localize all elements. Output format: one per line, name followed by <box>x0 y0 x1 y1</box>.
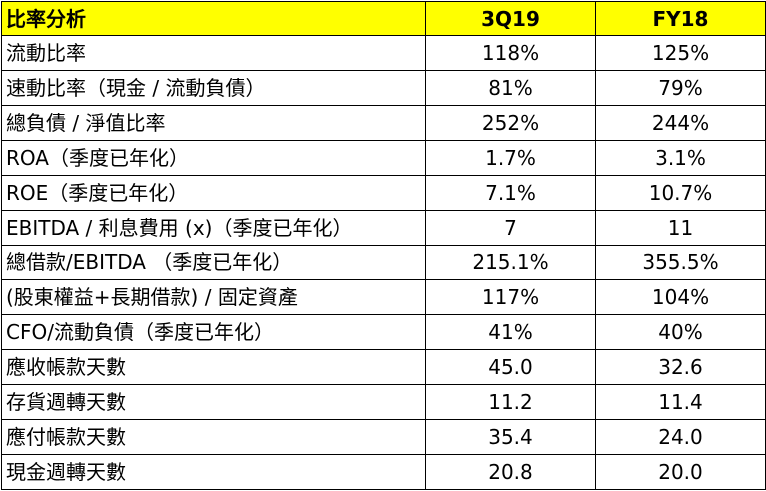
row-label-cell: 總借款/EBITDA （季度已年化） <box>1 244 426 281</box>
row-3q19-cell: 7.1% <box>425 174 596 211</box>
table-row: 速動比率（現金 / 流動負債） 81% 79% <box>1 69 766 106</box>
row-3q19-cell: 7 <box>425 209 596 246</box>
row-3q19-cell: 1.7% <box>425 139 596 176</box>
row-3q19-cell: 11.2 <box>425 384 596 421</box>
row-label-cell: ROE（季度已年化） <box>1 174 426 211</box>
table-row: (股東權益+長期借款) / 固定資產 117% 104% <box>1 279 766 316</box>
row-3q19-cell: 117% <box>425 279 596 316</box>
header-3q19-cell: 3Q19 <box>425 1 596 36</box>
header-fy18-cell: FY18 <box>595 1 766 36</box>
row-3q19-cell: 215.1% <box>425 244 596 281</box>
row-label-cell: 應收帳款天數 <box>1 349 426 386</box>
table-row: ROA（季度已年化） 1.7% 3.1% <box>1 139 766 176</box>
row-label-cell: 流動比率 <box>1 35 426 71</box>
table-row: 存貨週轉天數 11.2 11.4 <box>1 384 766 421</box>
row-label-cell: 存貨週轉天數 <box>1 384 426 421</box>
table-row: 總借款/EBITDA （季度已年化） 215.1% 355.5% <box>1 244 766 281</box>
row-fy18-cell: 79% <box>595 69 766 106</box>
row-3q19-cell: 252% <box>425 104 596 141</box>
row-fy18-cell: 11.4 <box>595 384 766 421</box>
table-header: 比率分析 3Q19 FY18 <box>1 1 766 36</box>
row-label-cell: 現金週轉天數 <box>1 454 426 490</box>
row-fy18-cell: 10.7% <box>595 174 766 211</box>
row-label-cell: ROA（季度已年化） <box>1 139 426 176</box>
row-label-cell: (股東權益+長期借款) / 固定資產 <box>1 279 426 316</box>
row-fy18-cell: 20.0 <box>595 454 766 490</box>
header-label-cell: 比率分析 <box>1 1 426 36</box>
row-3q19-cell: 20.8 <box>425 454 596 490</box>
table-row: 應付帳款天數 35.4 24.0 <box>1 419 766 456</box>
table-row: 應收帳款天數 45.0 32.6 <box>1 349 766 386</box>
row-label-cell: 總負債 / 淨值比率 <box>1 104 426 141</box>
row-fy18-cell: 32.6 <box>595 349 766 386</box>
row-3q19-cell: 118% <box>425 35 596 71</box>
table-row: 現金週轉天數 20.8 20.0 <box>1 454 766 490</box>
row-3q19-cell: 81% <box>425 69 596 106</box>
table-row: 流動比率 118% 125% <box>1 35 766 71</box>
row-fy18-cell: 104% <box>595 279 766 316</box>
row-fy18-cell: 3.1% <box>595 139 766 176</box>
table-row: CFO/流動負債（季度已年化） 41% 40% <box>1 314 766 351</box>
row-label-cell: 應付帳款天數 <box>1 419 426 456</box>
table-body: 流動比率 118% 125% 速動比率（現金 / 流動負債） 81% 79% 總… <box>1 35 766 490</box>
row-fy18-cell: 24.0 <box>595 419 766 456</box>
row-fy18-cell: 244% <box>595 104 766 141</box>
row-3q19-cell: 45.0 <box>425 349 596 386</box>
row-label-cell: 速動比率（現金 / 流動負債） <box>1 69 426 106</box>
header-row: 比率分析 3Q19 FY18 <box>1 1 766 36</box>
row-label-cell: EBITDA / 利息費用 (x)（季度已年化） <box>1 209 426 246</box>
table-row: EBITDA / 利息費用 (x)（季度已年化） 7 11 <box>1 209 766 246</box>
row-fy18-cell: 355.5% <box>595 244 766 281</box>
row-fy18-cell: 40% <box>595 314 766 351</box>
table-row: ROE（季度已年化） 7.1% 10.7% <box>1 174 766 211</box>
row-label-cell: CFO/流動負債（季度已年化） <box>1 314 426 351</box>
table-row: 總負債 / 淨值比率 252% 244% <box>1 104 766 141</box>
row-fy18-cell: 125% <box>595 35 766 71</box>
row-3q19-cell: 35.4 <box>425 419 596 456</box>
row-fy18-cell: 11 <box>595 209 766 246</box>
row-3q19-cell: 41% <box>425 314 596 351</box>
